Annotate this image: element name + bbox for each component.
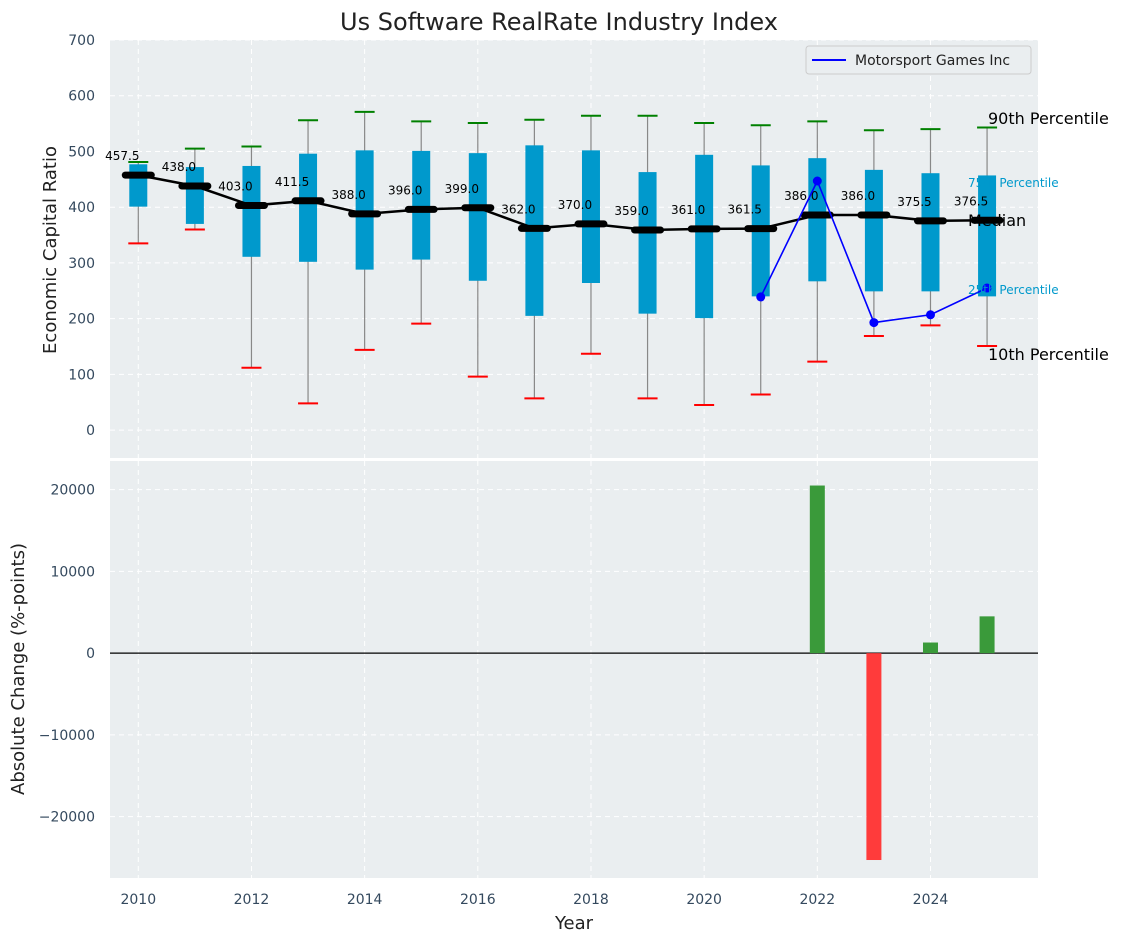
box-iqr: [185, 167, 204, 224]
bottom-y-tick-labels: −20000 −10000 0 10000 20000: [39, 483, 95, 826]
box-iqr: [978, 175, 997, 297]
company-point: [925, 310, 935, 320]
bottom-y-axis-label: Absolute Change (%-points): [8, 543, 29, 795]
change-bar: [866, 653, 882, 861]
box-iqr: [355, 150, 374, 270]
company-point: [982, 283, 992, 293]
bottom-gridlines: [110, 461, 1038, 878]
top-y-tick-label: 200: [68, 312, 95, 328]
annotation-p25: 25th Percentile: [968, 283, 1059, 297]
company-point: [869, 318, 879, 328]
median-value-label: 359.0: [614, 204, 648, 218]
top-y-tick-labels: 0 100 200 300 400 500 600 700: [68, 33, 95, 439]
legend-box: [805, 45, 1032, 75]
median-value-label: 403.0: [218, 180, 252, 194]
change-bar: [922, 642, 938, 654]
x-axis-label: Year: [554, 913, 594, 934]
top-y-axis-label: Economic Capital Ratio: [40, 146, 61, 354]
bottom-y-tick-label: 20000: [50, 483, 95, 499]
box-iqr: [695, 154, 714, 319]
median-value-label: 438.0: [162, 160, 196, 174]
x-tick-label: 2012: [234, 892, 270, 908]
median-value-label: 361.0: [671, 203, 705, 217]
box-plot-panel: 0 100 200 300 400 500 600 700 457.5 438.0 403.0 41…: [40, 33, 1109, 458]
legend-label: Motorsport Games Inc: [855, 53, 1010, 69]
box-iqr: [864, 169, 883, 292]
change-bar: [979, 616, 995, 654]
box-iqr: [468, 153, 487, 281]
top-y-tick-label: 300: [68, 256, 95, 272]
change-bar: [809, 485, 825, 654]
box-iqr: [921, 173, 940, 292]
median-value-label: 457.5: [105, 149, 139, 163]
x-tick-label: 2022: [799, 892, 835, 908]
median-value-label: 411.5: [275, 175, 309, 189]
box-iqr: [299, 153, 318, 262]
x-tick-label: 2020: [686, 892, 722, 908]
chart-title: Us Software RealRate Industry Index: [340, 8, 778, 36]
top-plot-background: [110, 40, 1038, 458]
box-iqr: [581, 150, 600, 283]
x-tick-label: 2018: [573, 892, 609, 908]
median-value-label: 362.0: [501, 202, 535, 216]
top-y-tick-label: 600: [68, 89, 95, 105]
top-y-tick-label: 500: [68, 144, 95, 160]
median-value-label: 361.5: [728, 203, 762, 217]
top-y-tick-label: 100: [68, 367, 95, 383]
legend: Motorsport Games Inc: [805, 45, 1032, 75]
x-tick-label: 2014: [347, 892, 383, 908]
median-value-label: 376.5: [954, 194, 988, 208]
x-tick-label: 2024: [913, 892, 949, 908]
annotation-p90: 90th Percentile: [988, 109, 1109, 128]
box-iqr: [412, 150, 431, 260]
bottom-y-tick-label: 0: [86, 646, 95, 662]
bottom-plot-background: [110, 461, 1038, 878]
x-tick-label: 2010: [120, 892, 156, 908]
top-y-tick-label: 400: [68, 200, 95, 216]
median-value-label: 375.5: [897, 195, 931, 209]
bottom-y-tick-label: −10000: [39, 728, 95, 744]
box-iqr: [129, 164, 148, 207]
median-value-label: 396.0: [388, 183, 422, 197]
annotation-p75: 75th Percentile: [968, 176, 1059, 190]
median-value-label: 388.0: [331, 188, 365, 202]
median-value-label: 370.0: [558, 198, 592, 212]
top-y-tick-label: 700: [68, 33, 95, 49]
median-series: 457.5 438.0 403.0 411.5 388.0 396.0 399.0 362.0…: [105, 149, 1004, 234]
median-value-label: 386.0: [784, 189, 818, 203]
top-y-tick-label: 0: [86, 423, 95, 439]
change-bar-panel: −20000 −10000 0 10000 20000 2010 2012 2014 2016…: [8, 461, 1038, 934]
median-value-label: 399.0: [445, 182, 479, 196]
x-tick-label: 2016: [460, 892, 496, 908]
annotation-median: Median: [968, 211, 1026, 230]
company-series: [756, 176, 992, 328]
median-value-label: 386.0: [841, 189, 875, 203]
x-tick-labels: 2010 2012 2014 2016 2018 2020 2022 2024: [120, 892, 948, 908]
median-line: [138, 173, 988, 232]
bottom-y-tick-label: 10000: [50, 564, 95, 580]
box-iqr: [242, 165, 261, 257]
box-iqr: [638, 172, 657, 314]
percentile-annotations: 90th Percentile 75th Percentile Median 2…: [968, 109, 1109, 364]
company-point: [756, 292, 766, 302]
company-point: [812, 176, 822, 186]
annotation-p10: 10th Percentile: [988, 345, 1109, 364]
bottom-y-tick-label: −20000: [39, 810, 95, 826]
change-bars: [809, 485, 995, 861]
